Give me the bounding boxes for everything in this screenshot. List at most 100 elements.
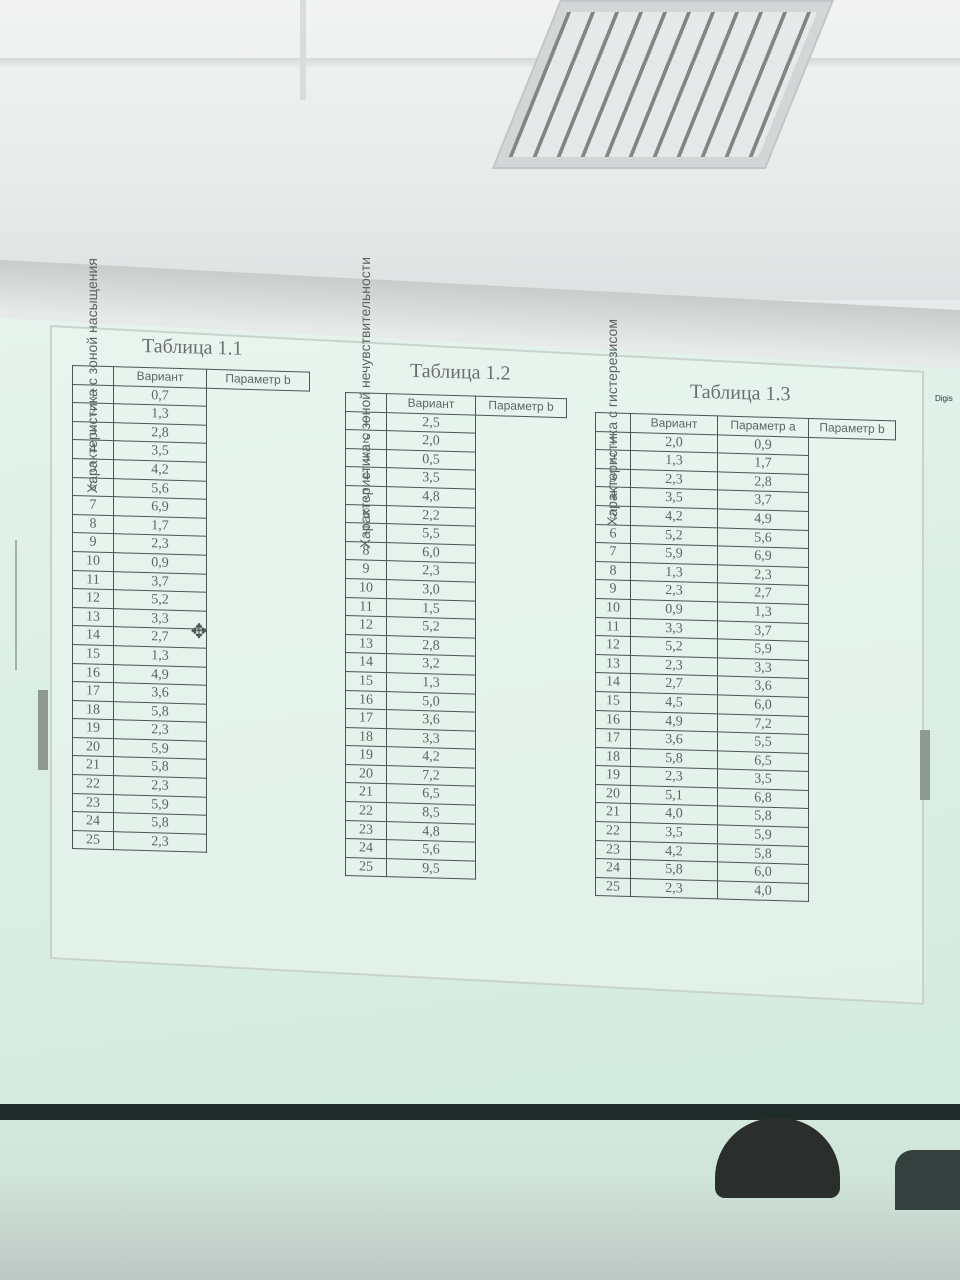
param-cell: 8,5	[386, 802, 476, 824]
variant-cell: 20	[72, 737, 114, 758]
variant-cell: 23	[345, 820, 387, 840]
variant-cell: 18	[72, 700, 114, 720]
param-cell: 2,5	[386, 412, 476, 434]
side-label-cell: Характеристика с зоной нечувствительност…	[345, 257, 387, 548]
variant-cell: 11	[595, 617, 631, 637]
variant-cell: 11	[345, 597, 387, 617]
param-cell: 1,5	[386, 598, 476, 620]
header-param-b: Параметр b	[475, 396, 567, 418]
param-cell: 3,6	[717, 676, 809, 698]
param-cell: 4,0	[717, 880, 809, 902]
table-title: Таблица 1.3	[690, 380, 791, 406]
right-collapse-tab[interactable]	[920, 730, 930, 800]
variant-cell: 19	[72, 718, 114, 739]
variant-cell: 9	[72, 532, 114, 553]
left-rail	[15, 540, 37, 670]
variant-cell: 13	[345, 634, 387, 654]
variant-cell: 11	[72, 570, 114, 590]
variant-cell: 7	[72, 495, 114, 516]
variant-cell: 22	[345, 801, 387, 822]
variant-cell: 9	[345, 559, 387, 580]
param-cell: 0,9	[717, 434, 809, 456]
variant-cell: 17	[345, 708, 387, 729]
param-cell: 3,5	[717, 769, 809, 791]
variant-cell: 25	[345, 857, 387, 878]
param-cell: 2,3	[113, 831, 207, 853]
param-cell: 0,5	[386, 449, 476, 471]
param-cell: 2,0	[630, 432, 718, 454]
param-cell: 5,9	[717, 824, 809, 847]
foreground-object	[895, 1150, 960, 1210]
screen-bottom-bar	[0, 1104, 960, 1120]
param-cell: 2,7	[717, 583, 809, 605]
param-cell: 2,3	[630, 655, 718, 677]
variant-cell: 23	[72, 793, 114, 813]
param-cell: 3,7	[717, 620, 809, 642]
variant-cell: 21	[345, 782, 387, 803]
header-variant: Вариант	[386, 393, 476, 415]
param-cell: 2,7	[630, 673, 718, 695]
param-cell: 4,2	[630, 506, 718, 528]
variant-cell: 25	[595, 877, 631, 897]
screen-brand: Digis	[935, 394, 953, 403]
param-cell: 2,2	[386, 505, 476, 527]
variant-cell: 12	[345, 615, 387, 636]
variant-cell: 13	[72, 607, 114, 627]
param-cell: 2,8	[717, 471, 809, 493]
left-collapse-tab[interactable]	[38, 690, 48, 770]
variant-cell: 15	[72, 644, 114, 665]
param-cell: 1,3	[630, 562, 718, 584]
variant-cell: 25	[72, 830, 114, 851]
param-cell: 5,6	[717, 527, 809, 549]
param-cell: 2,3	[630, 469, 718, 491]
variant-cell: 14	[345, 652, 387, 673]
param-cell: 1,3	[717, 601, 809, 623]
param-cell: 6,5	[386, 784, 476, 806]
variant-cell: 20	[345, 764, 387, 785]
header-variant: Вариант	[630, 413, 718, 435]
param-cell: 3,0	[386, 579, 476, 601]
param-cell: 5,9	[717, 639, 809, 661]
param-cell: 3,5	[630, 822, 718, 844]
variant-cell: 22	[595, 821, 631, 842]
param-cell: 5,9	[630, 543, 718, 565]
variant-cell: 22	[72, 774, 114, 795]
param-cell: 2,3	[630, 766, 718, 788]
param-cell: 4,2	[386, 746, 476, 769]
variant-cell: 9	[595, 579, 631, 600]
variant-cell: 13	[595, 654, 631, 674]
param-cell: 5,0	[386, 691, 476, 713]
param-cell: 3,2	[386, 653, 476, 676]
header-param-a: Параметр a	[717, 415, 809, 438]
param-cell: 6,0	[386, 542, 476, 564]
param-cell: 3,5	[630, 487, 718, 509]
side-label: Характеристика с зоной насыщения	[84, 257, 101, 494]
param-cell: 3,3	[386, 728, 476, 750]
param-cell: 5,6	[386, 839, 476, 861]
param-cell: 3,5	[386, 468, 476, 490]
ceiling-joint	[300, 0, 306, 100]
param-cell: 3,6	[386, 709, 476, 731]
variant-cell: 10	[345, 578, 387, 599]
param-cell: 5,8	[717, 806, 809, 828]
param-cell: 5,2	[386, 616, 476, 638]
variant-cell: 15	[345, 671, 387, 692]
variant-cell: 14	[72, 625, 114, 646]
param-cell: 1,3	[630, 450, 718, 472]
param-cell: 4,0	[630, 803, 718, 825]
variant-cell: 20	[595, 784, 631, 804]
table-title: Таблица 1.1	[142, 334, 243, 360]
variant-cell: 19	[595, 765, 631, 786]
header-param-b: Параметр b	[206, 369, 310, 391]
param-cell: 5,1	[630, 785, 718, 807]
variant-cell: 14	[595, 672, 631, 693]
param-cell: 6,8	[717, 787, 809, 809]
variant-cell: 21	[72, 755, 114, 776]
param-cell: 6,0	[717, 694, 809, 716]
variant-cell: 17	[72, 681, 114, 702]
table-title: Таблица 1.2	[410, 359, 511, 385]
param-cell: 7,2	[386, 765, 476, 787]
variant-cell: 7	[595, 542, 631, 563]
param-cell: 5,2	[630, 636, 718, 658]
header-param-b: Параметр b	[808, 418, 896, 440]
